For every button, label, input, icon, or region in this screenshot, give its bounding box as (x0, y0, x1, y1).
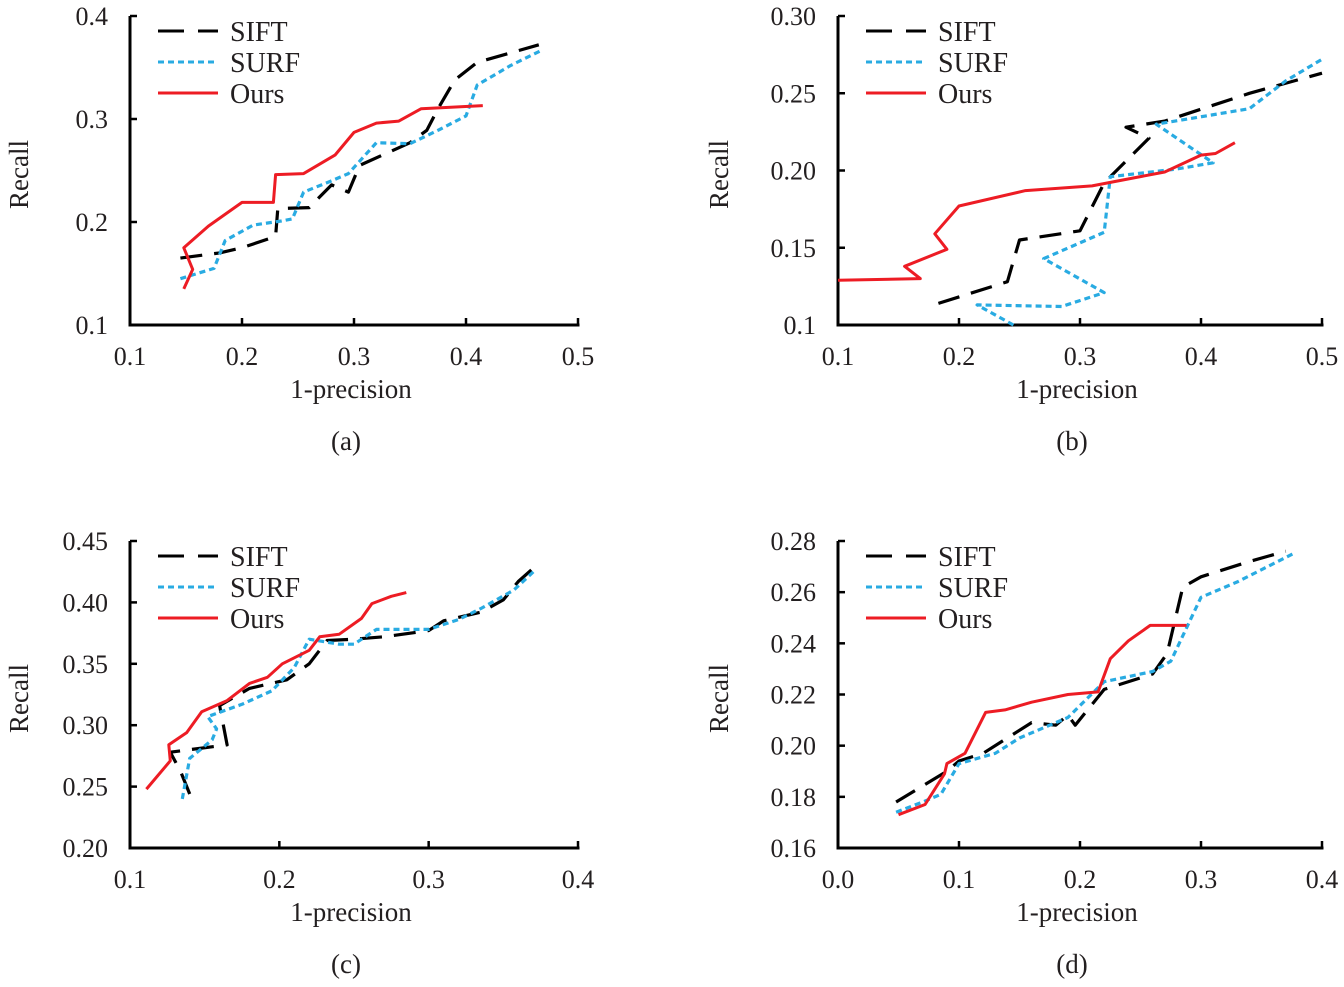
chart-panel-a: 0.1 0.2 0.3 0.4 0.5 0.1 0.2 0.3 0.4 1-precision Re… (0, 0, 672, 493)
y-tick-label: 0.25 (63, 773, 109, 802)
y-tick-label: 0.30 (63, 711, 109, 740)
x-tick-label: 0.4 (1306, 865, 1339, 894)
legend-label-sift: SIFT (938, 542, 996, 573)
chart-panel-b: 0.1 0.2 0.3 0.4 0.5 0.1 0.15 0.20 0.25 0.30 1-prec… (672, 0, 1344, 493)
x-axis-title: 1-precision (290, 374, 412, 404)
x-tick-label: 0.4 (1185, 342, 1218, 371)
series-line-ours (837, 141, 1236, 282)
x-tick-label: 0.3 (412, 865, 445, 894)
y-tick-label: 0.1 (76, 311, 109, 340)
y-tick-label: 0.25 (771, 79, 817, 108)
y-tick-label: 0.1 (784, 311, 817, 340)
y-tick-label: 0.15 (771, 234, 817, 263)
x-tick-label: 0.5 (1306, 342, 1339, 371)
y-tick-label: 0.18 (771, 783, 817, 812)
series-line-sift (180, 43, 540, 260)
y-tick-label: 0.26 (771, 578, 817, 607)
y-tick-label: 0.22 (771, 681, 817, 710)
chart-b: 0.1 0.2 0.3 0.4 0.5 0.1 0.15 0.20 0.25 0.30 1-prec… (704, 2, 1339, 456)
chart-a: 0.1 0.2 0.3 0.4 0.5 0.1 0.2 0.3 0.4 1-precision Re… (4, 2, 595, 456)
y-tick-label: 0.28 (771, 527, 817, 556)
x-tick-label: 0.1 (943, 865, 976, 894)
x-tick-label: 0.3 (1064, 342, 1097, 371)
legend-label-surf: SURF (938, 48, 1008, 79)
legend-label-surf: SURF (938, 573, 1008, 604)
x-tick-label: 0.0 (822, 865, 855, 894)
y-axis-title: Recall (4, 664, 34, 733)
series-line-surf (895, 552, 1294, 814)
legend-label-ours: Ours (230, 79, 284, 110)
subfigure-caption: (c) (331, 949, 361, 979)
y-axis-title: Recall (704, 664, 734, 733)
y-tick-label: 0.20 (771, 157, 817, 186)
y-tick-label: 0.4 (76, 2, 109, 31)
y-tick-label: 0.16 (771, 834, 817, 863)
y-tick-label: 0.24 (771, 629, 817, 658)
y-tick-label: 0.20 (63, 834, 109, 863)
chart-panel-d: 0.0 0.1 0.2 0.3 0.4 0.16 0.18 0.20 0.22 0.24 0.26 0… (672, 494, 1344, 987)
y-tick-label: 0.45 (63, 527, 109, 556)
x-tick-label: 0.2 (943, 342, 976, 371)
subfigure-caption: (a) (331, 426, 361, 456)
series-line-sift (895, 549, 1287, 804)
y-tick-label: 0.40 (63, 588, 109, 617)
x-tick-label: 0.1 (114, 342, 147, 371)
series-line-surf (180, 568, 538, 800)
series-line-ours (145, 591, 407, 791)
x-tick-label: 0.2 (1064, 865, 1097, 894)
legend-label-sift: SIFT (938, 17, 996, 48)
legend-label-surf: SURF (230, 48, 300, 79)
x-tick-label: 0.2 (226, 342, 259, 371)
series-line-ours (182, 104, 483, 290)
legend-label-sift: SIFT (230, 542, 288, 573)
x-tick-label: 0.1 (114, 865, 147, 894)
x-tick-label: 0.4 (450, 342, 483, 371)
series-line-ours (897, 623, 1187, 817)
x-axis-title: 1-precision (1016, 374, 1138, 404)
y-axis-title: Recall (4, 140, 34, 209)
x-axis-title: 1-precision (290, 897, 412, 927)
legend-label-surf: SURF (230, 573, 300, 604)
y-tick-label: 0.20 (771, 732, 817, 761)
series-line-sift (168, 564, 538, 795)
legend-label-ours: Ours (938, 604, 992, 635)
x-tick-label: 0.3 (1185, 865, 1218, 894)
x-tick-label: 0.5 (562, 342, 595, 371)
y-tick-label: 0.35 (63, 650, 109, 679)
legend-label-ours: Ours (938, 79, 992, 110)
legend-label-ours: Ours (230, 604, 284, 635)
subfigure-caption: (b) (1056, 426, 1087, 456)
legend-label-sift: SIFT (230, 17, 288, 48)
x-axis-title: 1-precision (1016, 897, 1138, 927)
x-tick-label: 0.3 (338, 342, 371, 371)
x-tick-label: 0.1 (822, 342, 855, 371)
series-line-sift (937, 71, 1323, 305)
y-tick-label: 0.3 (76, 105, 109, 134)
y-tick-label: 0.2 (76, 208, 109, 237)
chart-c: 0.1 0.2 0.3 0.4 0.20 0.25 0.30 0.35 0.40 0.45 1-pr… (4, 527, 595, 979)
x-tick-label: 0.4 (562, 865, 595, 894)
x-tick-label: 0.2 (263, 865, 296, 894)
chart-d: 0.0 0.1 0.2 0.3 0.4 0.16 0.18 0.20 0.22 0.24 0.26 0… (704, 527, 1339, 979)
subfigure-caption: (d) (1056, 949, 1087, 979)
series-line-surf (975, 57, 1323, 327)
y-axis-title: Recall (704, 140, 734, 209)
y-tick-label: 0.30 (771, 2, 817, 31)
chart-panel-c: 0.1 0.2 0.3 0.4 0.20 0.25 0.30 0.35 0.40 0.45 1-pr… (0, 494, 672, 987)
